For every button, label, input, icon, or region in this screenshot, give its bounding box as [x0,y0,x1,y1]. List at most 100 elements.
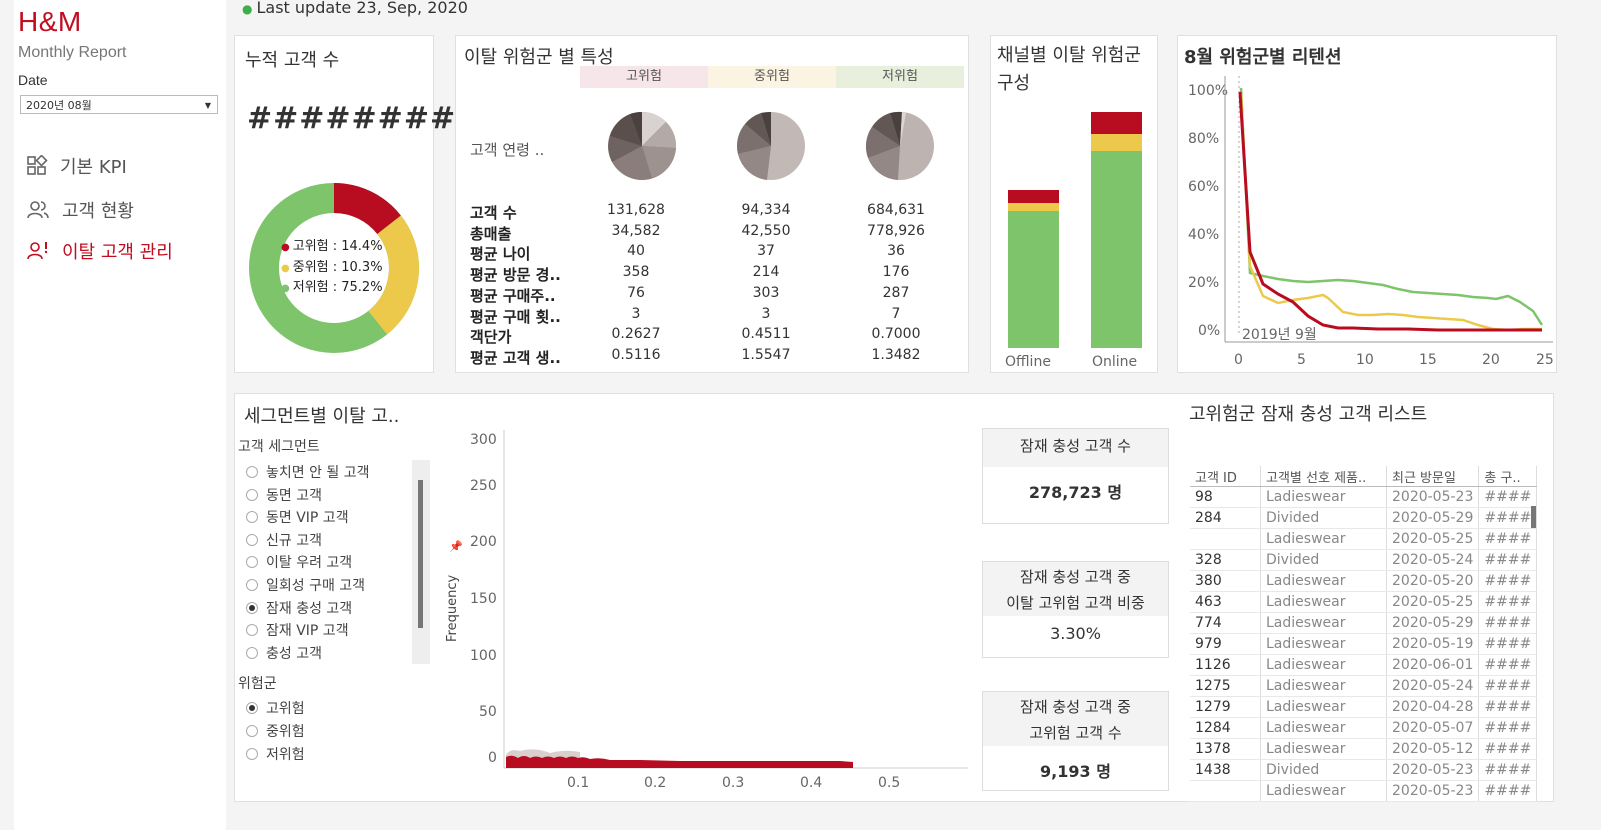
segment-option[interactable]: 이탈 우려 고객 [246,552,352,572]
group-header-high: 고위험 [580,66,708,88]
report-subtitle: Monthly Report [18,44,127,61]
risk-donut-chart [249,183,419,353]
radio-button[interactable] [246,579,258,591]
segment-title: 세그먼트별 이탈 고.. [244,406,400,427]
segment-option[interactable]: 잠재 충성 고객 [246,598,352,618]
table-cell: 2020-05-07 [1386,717,1480,739]
table-row[interactable]: 774 Ladieswear 2020-05-29 #### [1190,612,1538,634]
last-update: ● Last update 23, Sep, 2020 [242,0,468,17]
table-row[interactable]: 1126 Ladieswear 2020-06-01 #### [1190,654,1538,676]
table-row[interactable]: 1279 Ladieswear 2020-04-28 #### [1190,696,1538,718]
nav-churn-management[interactable]: 이탈 고객 관리 [26,237,173,265]
table-cell: 2020-05-12 [1386,738,1480,760]
cumulative-title: 누적 고객 수 [245,50,340,71]
scrollbar-thumb[interactable] [418,480,423,628]
table-row[interactable]: Ladieswear 2020-05-23 #### [1190,780,1538,802]
risk-option[interactable]: 중위험 [246,721,305,741]
radio-button[interactable] [246,533,258,546]
radio-button[interactable] [246,646,258,659]
retention-x-tick: 25 [1536,352,1554,368]
table-cell: 2020-05-23 [1386,780,1480,802]
segment-option[interactable]: 놓치면 안 될 고객 [246,462,370,482]
radio-button[interactable] [246,488,258,501]
table-row[interactable]: 380 Ladieswear 2020-05-20 #### [1190,570,1538,592]
table-cell: Divided [1260,507,1387,529]
pin-icon[interactable]: 📌 [449,540,463,553]
legend-high-label: 고위험 : 14.4% [292,239,383,254]
nav-churn-management-label: 이탈 고객 관리 [62,242,173,263]
table-scrollbar[interactable] [1528,488,1540,790]
characteristics-cell: 37 [757,243,775,260]
table-header-cell[interactable]: 고객별 선호 제품.. [1260,466,1387,487]
segment-option[interactable]: 충성 고객 [246,643,322,663]
table-row[interactable]: 979 Ladieswear 2020-05-19 #### [1190,633,1538,655]
bar-label-online: Online [1092,354,1138,370]
segment-option[interactable]: 신규 고객 [246,530,322,550]
table-header-cell[interactable]: 총 구.. [1478,466,1538,487]
table-cell: #### [1478,780,1538,802]
table-cell: Ladieswear [1260,654,1387,676]
age-pie-low [865,111,934,180]
table-cell: 380 [1190,570,1261,592]
characteristics-cell: 42,550 [741,222,791,239]
bar-offline-high [1008,190,1059,203]
segment-option[interactable]: 동면 고객 [246,485,322,505]
hist-x-tick: 0.5 [878,775,901,791]
table-header-cell[interactable]: 최근 방문일 [1386,466,1480,487]
kpi-loyal-count: 잠재 충성 고객 수 278,723 명 [982,428,1169,524]
segment-option[interactable]: 일회성 구매 고객 [246,575,365,595]
legend-bullet-icon: ● [281,263,290,274]
table-cell: #### [1478,528,1538,550]
table-cell: 1438 [1190,759,1261,781]
segment-option-label: 잠재 충성 고객 [266,600,353,617]
scrollbar-thumb[interactable] [1531,506,1536,528]
retention-x-tick: 20 [1482,352,1500,368]
table-row[interactable]: Ladieswear 2020-05-25 #### [1190,528,1538,550]
hist-y-tick: 100 [470,648,497,664]
sidebar: H&M Monthly Report Date 2020년 08월 ▼ 기본 K… [14,0,226,830]
radio-button[interactable] [246,601,258,614]
table-cell: Ladieswear [1260,780,1387,802]
kpi-high-risk-count-value: 9,193 명 [1040,762,1111,781]
table-row[interactable]: 1275 Ladieswear 2020-05-24 #### [1190,675,1538,697]
date-select[interactable]: 2020년 08월 ▼ [20,95,218,114]
table-cell: Ladieswear [1260,696,1387,718]
radio-button[interactable] [246,748,258,760]
radio-button[interactable] [246,624,258,637]
radio-button[interactable] [246,702,258,714]
kpi-high-risk-count: 잠재 충성 고객 중 고위험 고객 수 9,193 명 [982,691,1169,791]
panel-risk-characteristics: 이탈 위험군 별 특성 고위험 중위험 저위험 고객 연령 .. [455,35,969,373]
radio-button[interactable] [246,725,258,737]
cumulative-value: ######### [247,101,483,136]
segment-option[interactable]: 잠재 VIP 고객 [246,620,349,640]
table-row[interactable]: 1378 Ladieswear 2020-05-12 #### [1190,738,1538,760]
panel-retention: 8월 위험군별 리텐션 100% 80% 60% 40% 20% 0% 2019… [1177,35,1557,373]
table-header-cell[interactable]: 고객 ID [1190,466,1261,487]
table-cell: 1126 [1190,654,1261,676]
table-row[interactable]: 1438 Divided 2020-05-23 #### [1190,759,1538,781]
risk-option[interactable]: 저위험 [246,744,305,764]
segment-option[interactable]: 동면 VIP 고객 [246,507,349,527]
radio-button[interactable] [246,466,258,478]
nav-basic-kpi[interactable]: 기본 KPI [26,152,127,180]
nav-customer-status[interactable]: 고객 현황 [26,196,134,224]
table-row[interactable]: 328 Divided 2020-05-24 #### [1190,549,1538,571]
group-header-low: 저위험 [836,66,964,88]
table-row[interactable]: 463 Ladieswear 2020-05-25 #### [1190,591,1538,613]
channel-title-line1: 채널별 이탈 위험군 [997,45,1141,66]
radio-button[interactable] [246,556,258,569]
risk-option[interactable]: 고위험 [246,698,305,718]
retention-y-tick: 40% [1188,227,1220,243]
table-row[interactable]: 1284 Ladieswear 2020-05-07 #### [1190,717,1538,739]
table-cell: 98 [1190,486,1261,508]
table-cell: #### [1478,507,1538,529]
characteristics-row-label: 평균 방문 경.. [470,266,561,285]
hist-y-tick: 0 [488,750,497,766]
table-row[interactable]: 284 Divided 2020-05-29 #### [1190,507,1538,529]
table-cell: 2020-05-24 [1386,675,1480,697]
table-row[interactable]: 98 Ladieswear 2020-05-23 #### [1190,486,1538,508]
segment-scrollbar[interactable] [412,460,430,664]
characteristics-cell: 0.5116 [611,346,661,363]
legend-low: ● 저위험 : 75.2% [281,276,383,295]
radio-button[interactable] [246,511,258,524]
